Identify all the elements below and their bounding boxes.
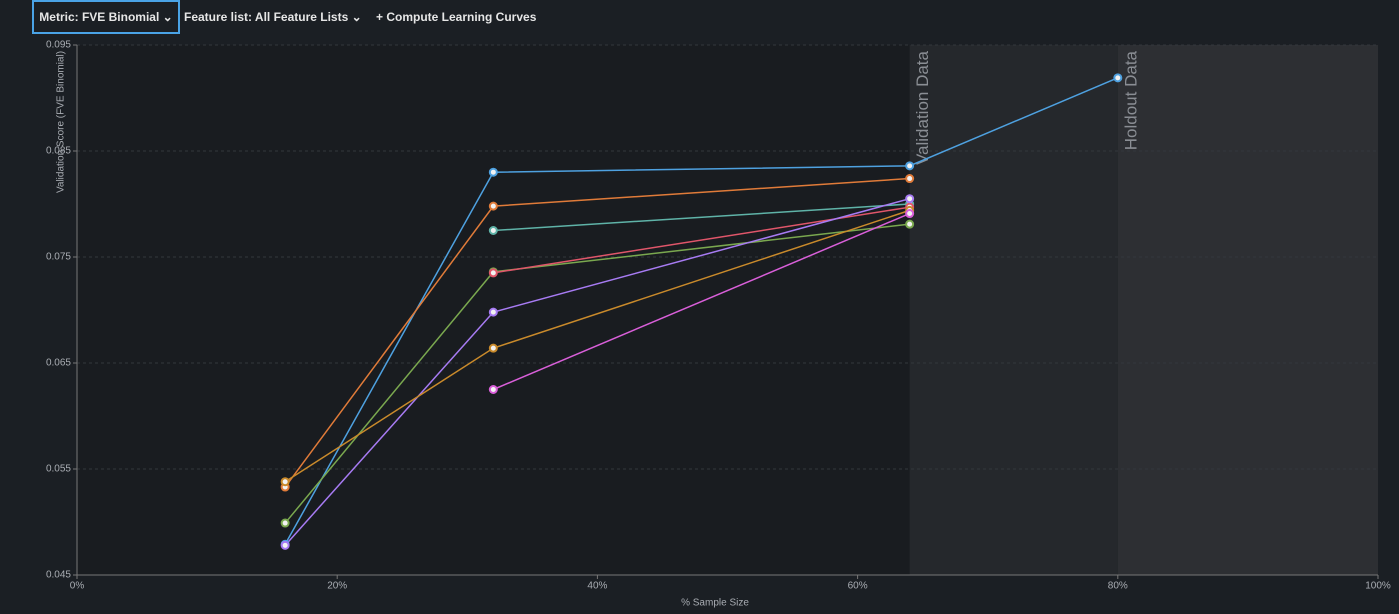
point — [488, 167, 498, 177]
y-tick-label: 0.075 — [46, 252, 71, 263]
x-tick-label: 100% — [1365, 581, 1391, 592]
point — [905, 209, 915, 219]
y-axis-label: Validation Score (FVE Binomial) — [56, 51, 67, 193]
point — [280, 540, 290, 550]
x-axis-label: % Sample Size — [681, 598, 749, 609]
point — [1113, 73, 1123, 83]
point — [905, 219, 915, 229]
series-line — [493, 212, 910, 391]
x-tick-label: 0% — [70, 581, 85, 592]
point — [488, 201, 498, 211]
series-line — [284, 77, 1119, 545]
point — [488, 226, 498, 235]
metric-label: Metric: FVE Binomial — [39, 10, 160, 24]
point — [488, 343, 498, 353]
y-tick-label: 0.095 — [46, 40, 71, 51]
region — [1117, 45, 1378, 575]
point — [488, 268, 498, 278]
x-tick-label: 60% — [848, 581, 868, 592]
y-tick-label: 0.045 — [46, 570, 71, 581]
feature-list-dropdown[interactable]: Feature list: All Feature Lists ⌄ — [184, 10, 362, 24]
point — [905, 174, 915, 184]
x-tick-label: 80% — [1108, 581, 1128, 592]
y-tick-label: 0.055 — [46, 464, 71, 475]
point — [905, 194, 915, 204]
x-tick-label: 20% — [327, 581, 347, 592]
y-tick-label: 0.085 — [46, 146, 71, 157]
point — [280, 477, 290, 487]
region-label: Validation Data — [913, 50, 932, 165]
point — [488, 385, 498, 394]
compute-button[interactable]: + Compute Learning Curves — [376, 10, 537, 24]
compute-label: Compute Learning Curves — [386, 10, 537, 24]
point — [488, 307, 498, 317]
region-label: Holdout Data — [1121, 50, 1140, 150]
y-tick-label: 0.065 — [46, 358, 71, 369]
toolbar: Metric: FVE Binomial ⌄ Feature list: All… — [0, 0, 1399, 34]
feature-list-label: Feature list: All Feature Lists — [184, 10, 349, 24]
point — [905, 161, 915, 171]
x-tick-label: 40% — [587, 581, 607, 592]
region — [909, 45, 1118, 575]
series-line — [493, 203, 910, 232]
metric-dropdown[interactable]: Metric: FVE Binomial ⌄ — [32, 0, 180, 34]
point — [280, 518, 290, 528]
